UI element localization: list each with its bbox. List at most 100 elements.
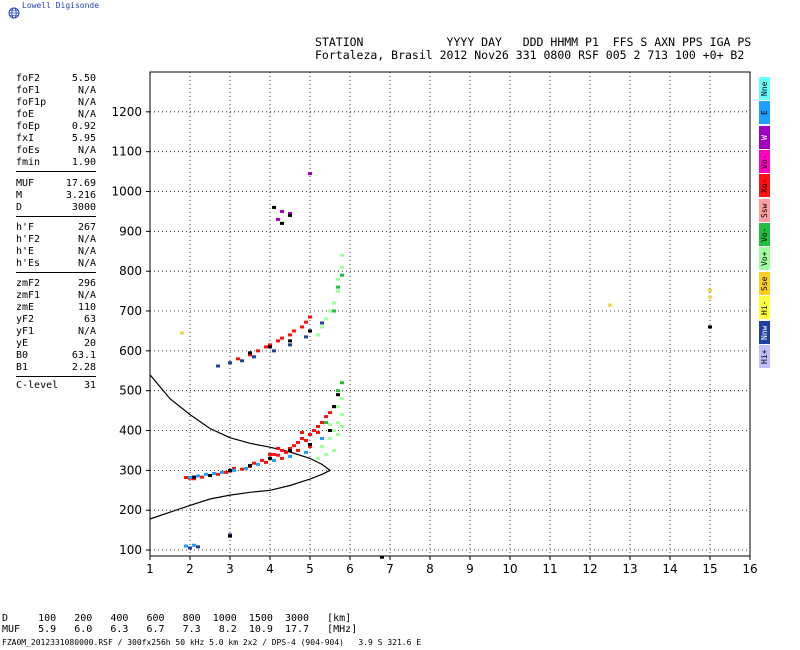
echo-point xyxy=(336,389,340,393)
param-value: 2.28 xyxy=(71,362,96,373)
echo-point xyxy=(308,433,312,437)
x-tick-label: 1 xyxy=(146,562,154,576)
param-value: 1.90 xyxy=(71,157,96,168)
param-value: N/A xyxy=(77,85,96,96)
header-labels: STATION YYYY DAY DDD HHMM P1 FFS S AXN P… xyxy=(315,35,752,49)
param-value: 267 xyxy=(77,222,96,233)
param-value: 3000 xyxy=(71,202,96,213)
param-row: fmin 1.90 xyxy=(16,157,96,169)
param-value: N/A xyxy=(77,258,96,269)
param-row: foEp 0.92 xyxy=(16,121,96,133)
file-info-footer: FZA0M_2012331080000.RSF / 300fx256h 50 k… xyxy=(2,638,422,647)
echo-point xyxy=(308,442,312,446)
echo-point xyxy=(332,405,336,409)
x-tick-label: 13 xyxy=(622,562,637,576)
echo-point xyxy=(228,534,232,538)
param-key: fxI xyxy=(16,133,35,144)
param-value: 17.69 xyxy=(65,178,96,189)
x-tick-label: 2 xyxy=(186,562,194,576)
echo-point xyxy=(196,474,200,478)
echo-point xyxy=(328,429,332,433)
x-tick-label: 12 xyxy=(582,562,597,576)
param-row: yE 20 xyxy=(16,338,96,350)
legend-item: Hi- xyxy=(759,296,770,320)
echo-point xyxy=(280,336,284,340)
echo-point xyxy=(212,472,216,476)
echo-point xyxy=(340,397,344,401)
x-tick-label: 16 xyxy=(742,562,757,576)
distance-row: D 100 200 400 600 800 1000 1500 3000 [km… xyxy=(2,613,352,624)
echo-point xyxy=(180,331,184,335)
y-tick-label: 400 xyxy=(119,424,142,438)
echo-point xyxy=(288,333,292,337)
x-tick-label: 3 xyxy=(226,562,234,576)
echo-point xyxy=(336,421,340,425)
echo-point xyxy=(216,472,220,476)
echo-point xyxy=(320,421,324,425)
echo-point xyxy=(324,415,328,419)
echo-point xyxy=(240,359,244,363)
globe-icon xyxy=(8,7,20,19)
echo-point xyxy=(272,349,276,353)
param-key: D xyxy=(16,202,23,213)
param-key: fmin xyxy=(16,157,41,168)
echo-point xyxy=(204,472,208,476)
echo-point xyxy=(316,456,320,460)
param-key: foEp xyxy=(16,121,41,132)
param-value: N/A xyxy=(77,109,96,120)
param-row: foE N/A xyxy=(16,109,96,121)
echo-point xyxy=(192,477,196,481)
legend-label: Hi- xyxy=(760,300,769,315)
profile-curve-lower xyxy=(149,469,331,520)
param-value: N/A xyxy=(77,290,96,301)
echo-point xyxy=(288,211,292,215)
echo-point xyxy=(228,468,232,472)
param-separator xyxy=(16,376,96,377)
echo-point xyxy=(248,464,252,468)
echo-point xyxy=(340,425,344,429)
echo-point xyxy=(288,213,292,217)
y-tick-label: 300 xyxy=(119,463,142,477)
x-tick-label: 15 xyxy=(702,562,717,576)
echo-point xyxy=(308,329,312,333)
y-tick-label: 1000 xyxy=(111,185,142,199)
echo-point xyxy=(264,460,268,464)
echo-point xyxy=(340,381,344,385)
legend-item: Xo- xyxy=(759,174,770,198)
echo-point xyxy=(300,436,304,440)
param-key: yF2 xyxy=(16,314,35,325)
echo-point xyxy=(188,546,192,550)
echo-point xyxy=(256,349,260,353)
echo-point xyxy=(268,452,272,456)
param-key: zmF1 xyxy=(16,290,41,301)
legend-label: Hi+ xyxy=(760,349,769,364)
y-tick-label: 200 xyxy=(119,503,142,517)
echo-point xyxy=(332,309,336,313)
echo-point xyxy=(288,446,292,450)
echo-point xyxy=(324,317,328,321)
brand-name: Lowell Digisonde xyxy=(22,1,100,10)
param-value: N/A xyxy=(77,145,96,156)
echo-point xyxy=(256,462,260,466)
echo-point xyxy=(292,444,296,448)
param-row: M 3.216 xyxy=(16,190,96,202)
header-values: Fortaleza, Brasil 2012 Nov26 331 0800 RS… xyxy=(315,48,745,62)
legend-label: Ssw xyxy=(760,203,769,218)
param-key: yE xyxy=(16,338,29,349)
param-key: MUF xyxy=(16,178,35,189)
param-key: M xyxy=(16,190,23,201)
echo-point xyxy=(248,351,252,355)
legend-item: Ssw xyxy=(759,198,770,222)
echo-point xyxy=(320,436,324,440)
y-tick-label: 800 xyxy=(119,264,142,278)
y-tick-label: 600 xyxy=(119,344,142,358)
param-key: foE xyxy=(16,109,35,120)
profile-curve-upper xyxy=(149,374,331,471)
legend-item: W xyxy=(759,125,770,149)
param-row: yF1 N/A xyxy=(16,326,96,338)
echo-point xyxy=(340,413,344,417)
legend-item: Vo- xyxy=(759,150,770,174)
echo-point xyxy=(300,325,304,329)
echo-point xyxy=(192,475,196,479)
